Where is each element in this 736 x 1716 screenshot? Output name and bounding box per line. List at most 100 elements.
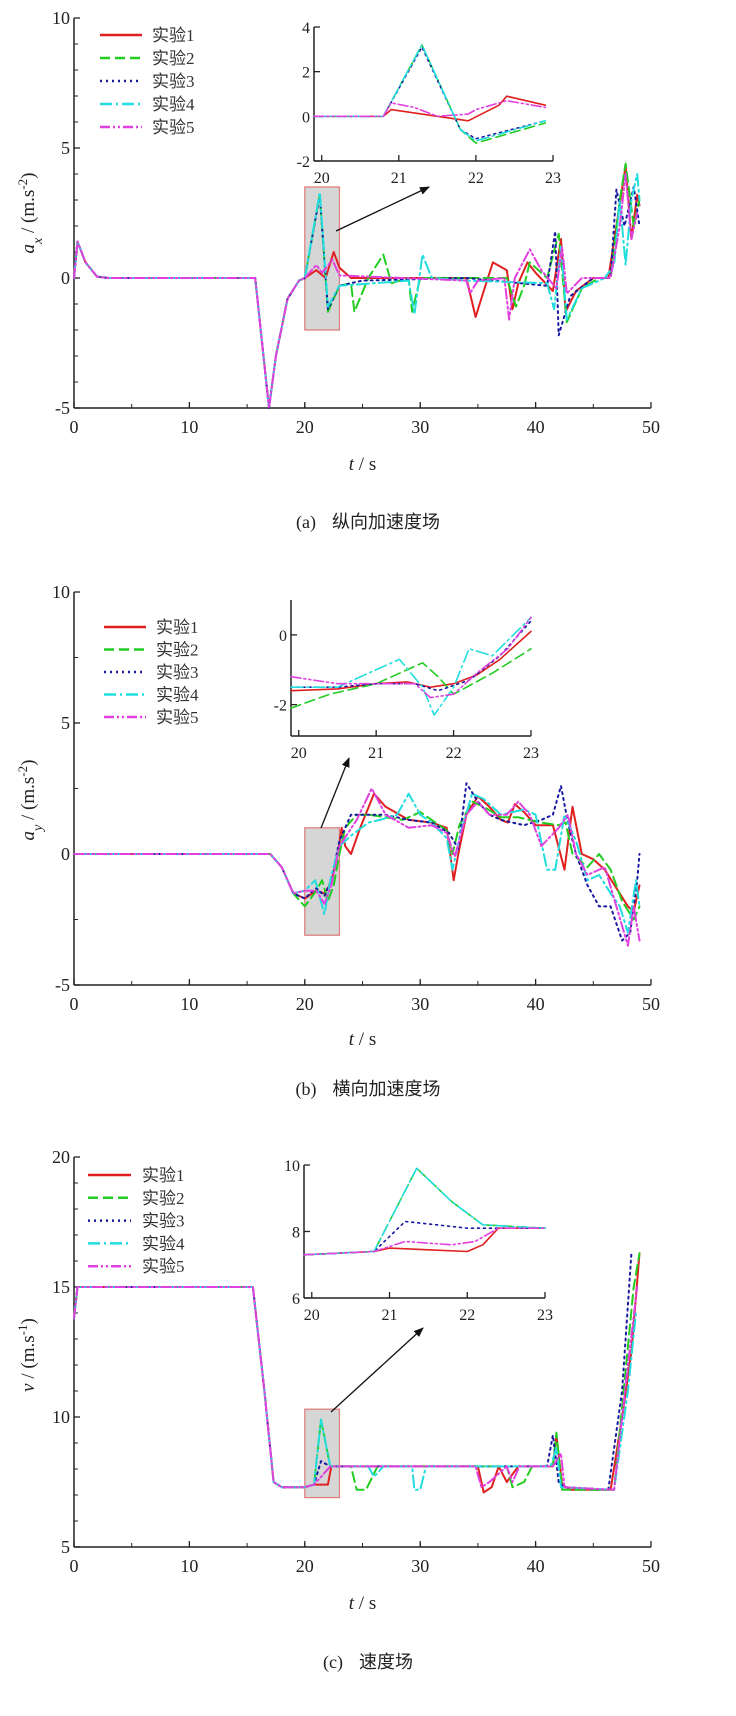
inset-background bbox=[314, 23, 557, 161]
inset-chart: 20 21 22 23 -2 0 2 4 bbox=[297, 20, 561, 187]
x-tick-label: 10 bbox=[180, 994, 198, 1014]
inset-series-line-实验5 bbox=[290, 616, 532, 699]
legend-label: 实验2 bbox=[142, 1189, 185, 1208]
y-label-symbol: a bbox=[18, 831, 39, 841]
legend: 实验1 实验2 实验3 实验4 实验5 bbox=[88, 1166, 185, 1276]
y-axis-label: ay / (m.s-2) bbox=[15, 760, 46, 841]
series-line-实验5 bbox=[73, 173, 639, 409]
x-tick-label: 20 bbox=[304, 1307, 320, 1324]
y-tick-label: 6 bbox=[292, 1291, 300, 1308]
y-tick-label: 2 bbox=[302, 65, 310, 82]
series-line-实验2 bbox=[73, 1252, 641, 1491]
legend-label: 实验5 bbox=[156, 708, 199, 727]
y-tick-label: -2 bbox=[297, 154, 310, 171]
x-tick-label: 0 bbox=[70, 417, 79, 437]
y-label-symbol: v bbox=[18, 1383, 39, 1392]
legend-label: 实验3 bbox=[142, 1212, 185, 1231]
y-tick-label: -5 bbox=[55, 975, 70, 995]
x-label-unit: / s bbox=[354, 454, 376, 475]
caption-label: (c) bbox=[323, 1652, 343, 1673]
inset-series-line-实验1 bbox=[290, 630, 532, 692]
series-line-实验5 bbox=[73, 787, 641, 947]
y-tick-label: 10 bbox=[52, 582, 70, 602]
y-label-subscript: y bbox=[31, 824, 46, 833]
legend-label: 实验2 bbox=[156, 641, 199, 660]
x-tick-label: 21 bbox=[368, 745, 384, 762]
inset-background bbox=[304, 1161, 549, 1298]
y-label-exponent: -2 bbox=[15, 179, 30, 190]
x-tick-label: 21 bbox=[382, 1307, 398, 1324]
series-group bbox=[73, 162, 641, 409]
series-line-实验5 bbox=[73, 1286, 639, 1491]
y-tick-label: 0 bbox=[61, 268, 70, 288]
figure-caption: (c) 速度场 bbox=[323, 1652, 413, 1673]
x-tick-label: 20 bbox=[296, 994, 314, 1014]
x-tick-label: 0 bbox=[70, 1556, 79, 1576]
y-label-exponent: -2 bbox=[15, 766, 30, 777]
y-tick-label: 10 bbox=[52, 1407, 70, 1427]
y-label-unit: / (m.s bbox=[18, 190, 39, 238]
caption-text: 速度场 bbox=[359, 1652, 413, 1672]
y-tick-label: -5 bbox=[55, 398, 70, 418]
x-tick-label: 21 bbox=[391, 170, 407, 187]
zoom-region-box bbox=[304, 186, 341, 331]
inset-series-line-实验4 bbox=[303, 1167, 546, 1256]
x-tick-label: 22 bbox=[459, 1307, 475, 1324]
y-tick-label: 0 bbox=[279, 628, 287, 645]
x-tick-label: 30 bbox=[411, 417, 429, 437]
series-line-实验4 bbox=[73, 173, 641, 409]
legend-label: 实验3 bbox=[156, 663, 199, 682]
x-axis-label: t / s bbox=[349, 1029, 376, 1050]
x-tick-label: 22 bbox=[446, 745, 462, 762]
x-tick-label: 20 bbox=[296, 417, 314, 437]
legend-label: 实验4 bbox=[142, 1234, 185, 1253]
x-tick-label: 30 bbox=[411, 994, 429, 1014]
series-line-实验4 bbox=[73, 1286, 637, 1491]
zoom-arrow bbox=[330, 1327, 424, 1413]
x-tick-label: 20 bbox=[314, 170, 330, 187]
x-tick-label: 23 bbox=[545, 170, 561, 187]
y-label-exponent: -1 bbox=[15, 1325, 30, 1336]
y-label-unit: / (m.s bbox=[18, 777, 39, 825]
x-tick-label: 22 bbox=[468, 170, 484, 187]
x-tick-label: 30 bbox=[411, 1556, 429, 1576]
y-label-close: ) bbox=[18, 1318, 39, 1324]
y-tick-label: 5 bbox=[61, 138, 70, 158]
inset-background bbox=[291, 596, 535, 736]
y-tick-label: 0 bbox=[61, 844, 70, 864]
series-group bbox=[73, 782, 641, 947]
x-tick-label: 40 bbox=[527, 1556, 545, 1576]
series-group bbox=[73, 1252, 641, 1494]
zoom-arrow bbox=[335, 186, 430, 232]
legend-label: 实验5 bbox=[152, 118, 195, 137]
x-tick-label: 20 bbox=[296, 1556, 314, 1576]
x-label-symbol: t bbox=[349, 1593, 355, 1614]
y-axis-label: v / (m.s-1) bbox=[15, 1318, 40, 1392]
inset-series-line-实验5 bbox=[313, 99, 547, 118]
legend-label: 实验1 bbox=[142, 1166, 185, 1185]
x-axis-label: t / s bbox=[349, 1593, 376, 1614]
inset-chart: 20 21 22 23 6 8 10 bbox=[284, 1158, 553, 1324]
series-line-实验1 bbox=[73, 792, 641, 913]
x-tick-label: 0 bbox=[70, 994, 79, 1014]
x-tick-label: 40 bbox=[527, 417, 545, 437]
x-tick-label: 23 bbox=[523, 745, 539, 762]
x-tick-label: 10 bbox=[180, 1556, 198, 1576]
inset-series-line-实验4 bbox=[313, 44, 547, 142]
y-tick-label: 0 bbox=[302, 109, 310, 126]
y-axis-label: ax / (m.s-2) bbox=[15, 173, 46, 254]
y-label-close: ) bbox=[18, 760, 39, 766]
legend: 实验1 实验2 实验3 实验4 实验5 bbox=[100, 26, 195, 137]
inset-series-line-实验2 bbox=[290, 647, 532, 709]
y-tick-label: 10 bbox=[284, 1158, 300, 1175]
x-tick-label: 10 bbox=[180, 417, 198, 437]
x-tick-label: 20 bbox=[291, 745, 307, 762]
y-label-symbol: a bbox=[18, 244, 39, 254]
x-label-symbol: t bbox=[349, 1029, 355, 1050]
zoom-arrow bbox=[320, 757, 350, 829]
figure-caption: (a) 纵向加速度场 bbox=[296, 512, 440, 533]
y-tick-label: 4 bbox=[302, 20, 310, 37]
y-label-close: ) bbox=[18, 173, 39, 179]
